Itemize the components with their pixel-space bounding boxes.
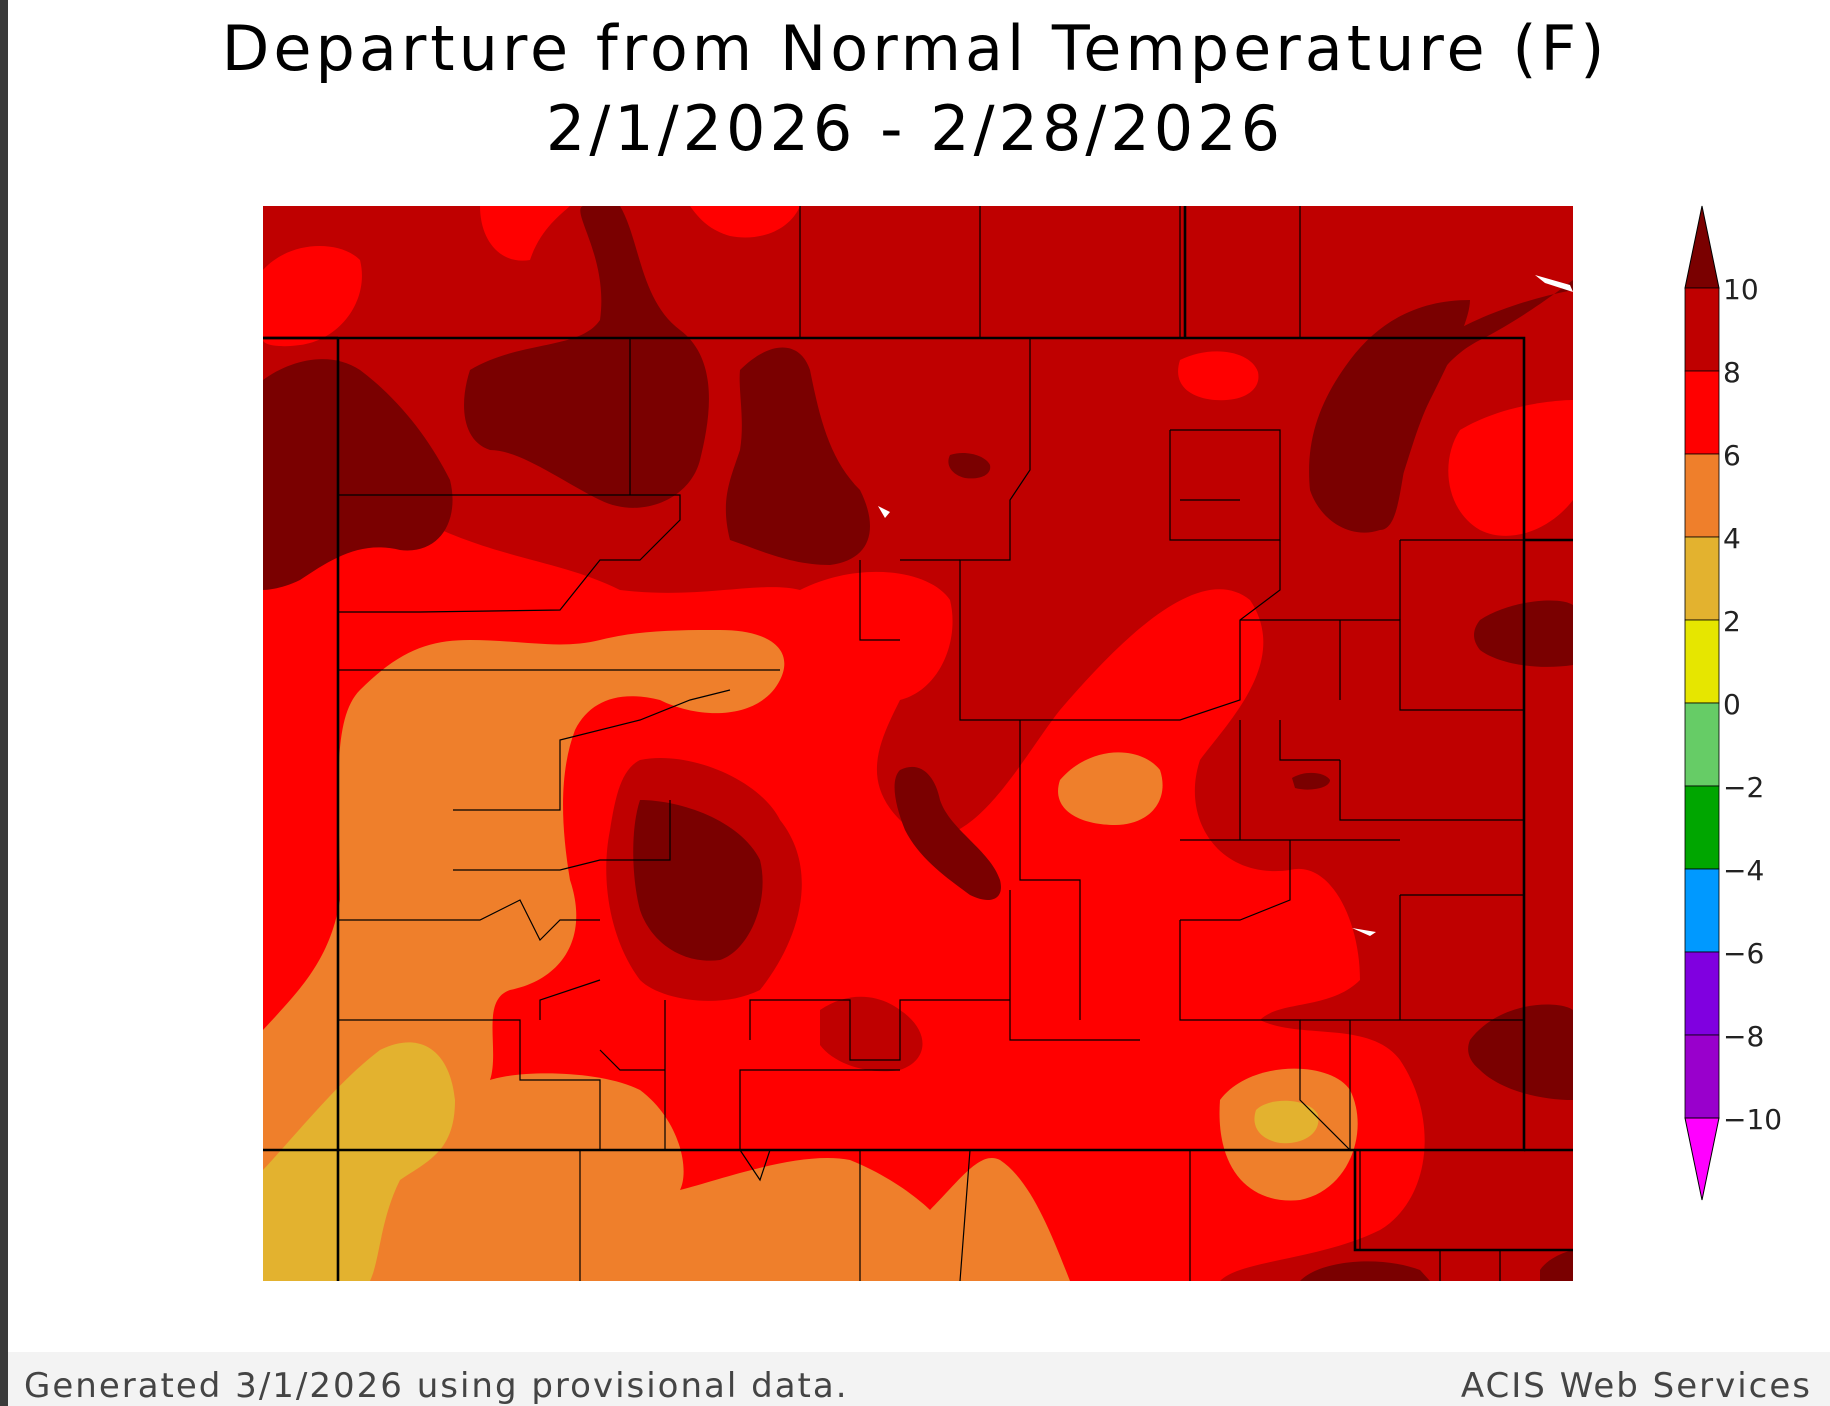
legend-band [1684,287,1720,372]
legend-band [1684,370,1720,455]
state-boundaries [263,206,1573,1281]
contour-band-above-10 [263,359,453,590]
contour-band-6-8 [370,206,570,261]
legend-band [1684,868,1720,953]
legend-tick-label: 2 [1723,605,1741,638]
contour-band-above-10 [725,347,870,565]
map-date-range: 2/1/2026 - 2/28/2026 [545,92,1285,165]
legend-band [1684,453,1720,538]
legend-tick-label: −2 [1723,771,1764,804]
legend-band [1684,1034,1720,1119]
legend-band [1684,536,1720,621]
legend-band [1684,785,1720,870]
legend-colorbar: 10 8 6 4 2 0 −2 −4 −6 −8 −10 [1684,205,1782,1201]
contour-band-above-10 [464,206,709,508]
contour-band-above-10 [1309,300,1470,533]
contour-band-above-10 [894,766,1001,900]
legend-band [1684,1117,1720,1201]
no-data-spot [1352,928,1376,936]
window-frame-edge [0,0,8,1406]
contour-band-4-6 [263,630,1070,1281]
contour-band-8-10 [820,996,923,1072]
legend-tick-label: −4 [1723,854,1764,887]
legend-tick-label: −10 [1723,1103,1782,1136]
contour-band-6-8 [1448,400,1573,536]
contour-band-2-4 [1254,1100,1319,1144]
footer-band [8,1352,1830,1406]
contour-band-6-8 [263,246,362,347]
contour-band-above-10 [1540,1250,1573,1281]
legend-tick-label: −8 [1723,1020,1764,1053]
no-data-spot [878,506,890,518]
legend-band [1684,205,1720,289]
contour-fill-layer [263,206,1573,1281]
legend-band [1684,702,1720,787]
contour-band-above-10 [1292,772,1330,790]
footer-generated-note: Generated 3/1/2026 using provisional dat… [24,1366,849,1406]
contour-band-above-10 [1468,1004,1573,1100]
map-title: Departure from Normal Temperature (F) [221,12,1609,85]
contour-band-above-10 [948,453,991,479]
contour-band-above-10 [1300,1261,1430,1281]
contour-band-above-10 [633,800,763,961]
legend-tick-label: 4 [1723,522,1741,555]
legend-tick-label: 8 [1723,356,1741,389]
footer-credit: ACIS Web Services [1460,1366,1812,1406]
legend-tick-label: 0 [1723,688,1741,721]
no-data-spot [1535,275,1573,292]
contour-band-2-4 [263,1042,455,1281]
contour-band-6-8 [1178,351,1259,401]
legend-band [1684,951,1720,1036]
legend-tick-label: −6 [1723,937,1764,970]
contour-band-4-6 [1058,752,1163,825]
legend-band [1684,619,1720,704]
contour-band-6-8 [690,206,800,238]
legend-tick-label: 10 [1723,273,1759,306]
legend-tick-label: 6 [1723,439,1741,472]
